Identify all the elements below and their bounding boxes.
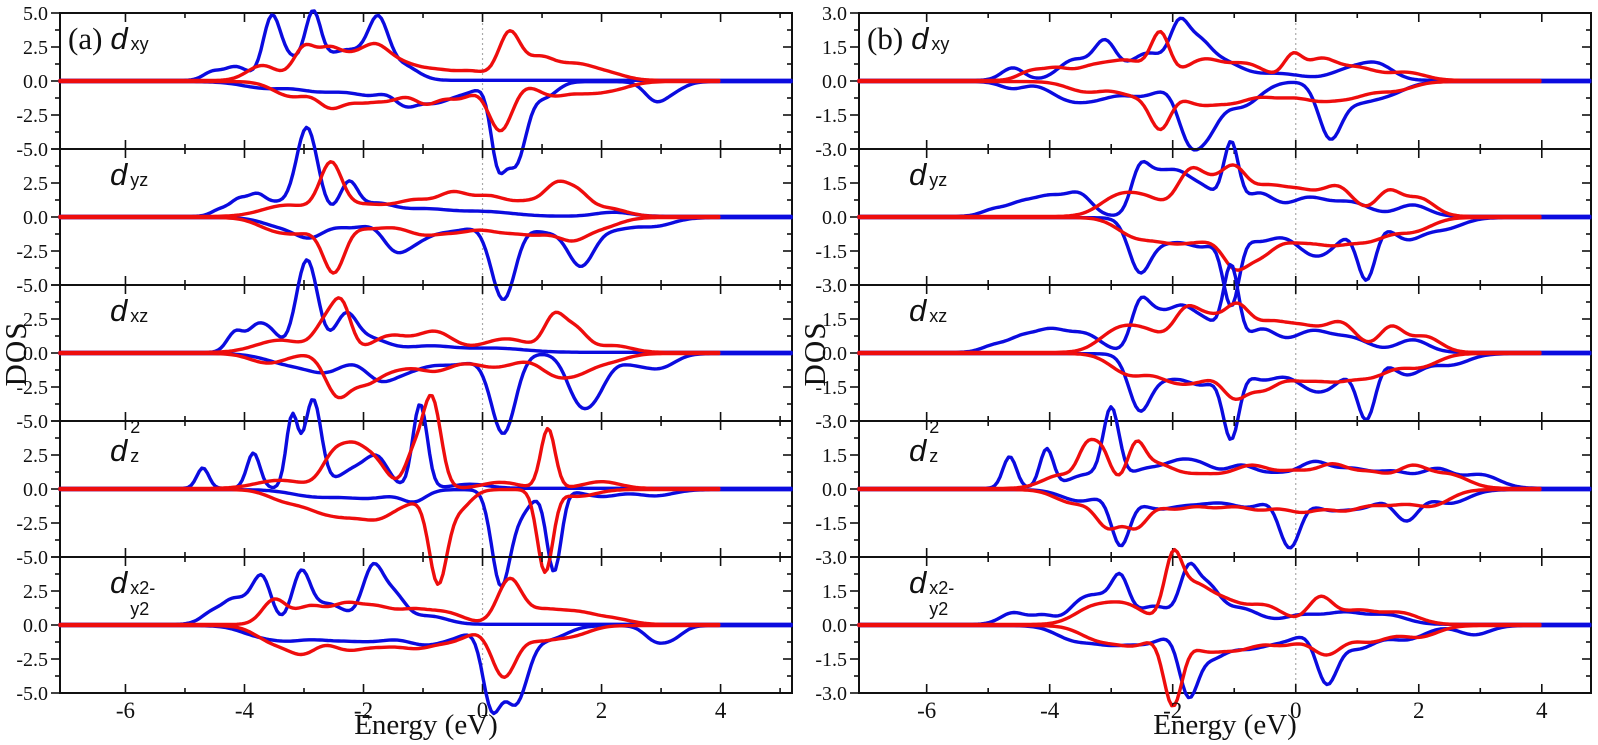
svg-text:-3.0: -3.0: [815, 547, 847, 569]
panel-a: 5.0 2.5 0.0 -2.5 -5.0 2.5 0.0 -2.5 -5.0 2.5 0.0 -2.…: [0, 3, 793, 741]
svg-text:1.5: 1.5: [822, 309, 847, 331]
subplot-label-dyz: d yz: [110, 157, 149, 192]
svg-text:0: 0: [477, 698, 489, 723]
svg-text:0.0: 0.0: [23, 71, 48, 93]
svg-text:-1.5: -1.5: [815, 513, 847, 535]
svg-text:2: 2: [596, 698, 608, 723]
svg-text:-2.5: -2.5: [16, 649, 48, 671]
svg-text:-2.5: -2.5: [16, 105, 48, 127]
x-axis-title: Energy (eV): [354, 709, 498, 741]
x-axis-title: Energy (eV): [1153, 709, 1297, 741]
svg-text:1.5: 1.5: [822, 445, 847, 467]
svg-text:-6: -6: [116, 698, 135, 723]
svg-text:0.0: 0.0: [822, 615, 847, 637]
svg-text:-3.0: -3.0: [815, 411, 847, 433]
svg-text:2.5: 2.5: [23, 581, 48, 603]
svg-text:-5.0: -5.0: [16, 411, 48, 433]
subplot-label-dxy: (b) d xy: [867, 21, 950, 56]
svg-text:-2: -2: [354, 698, 373, 723]
svg-text:4: 4: [1536, 698, 1548, 723]
svg-text:-3.0: -3.0: [815, 139, 847, 161]
svg-text:-2.5: -2.5: [16, 241, 48, 263]
svg-text:-2.5: -2.5: [16, 513, 48, 535]
svg-text:5.0: 5.0: [23, 3, 48, 25]
svg-text:-1.5: -1.5: [815, 377, 847, 399]
subplot-label-dx2y2: d x2-y2: [110, 565, 156, 619]
svg-text:-4: -4: [235, 698, 255, 723]
svg-text:-5.0: -5.0: [16, 275, 48, 297]
svg-text:-4: -4: [1040, 698, 1060, 723]
svg-text:1.5: 1.5: [822, 581, 847, 603]
y-axis-title: DOS: [0, 321, 33, 387]
subplot-label-dx2y2: d x2-y2: [909, 565, 955, 619]
svg-text:-1.5: -1.5: [815, 649, 847, 671]
svg-text:-1.5: -1.5: [815, 241, 847, 263]
svg-text:0.0: 0.0: [822, 207, 847, 229]
svg-text:0.0: 0.0: [23, 207, 48, 229]
svg-text:4: 4: [715, 698, 727, 723]
panel-letter: (b): [867, 21, 904, 56]
svg-text:2.5: 2.5: [23, 173, 48, 195]
svg-text:0.0: 0.0: [23, 615, 48, 637]
svg-text:2.5: 2.5: [23, 445, 48, 467]
svg-text:0.0: 0.0: [23, 343, 48, 365]
svg-text:-5.0: -5.0: [16, 139, 48, 161]
panel-b: 3.0 1.5 0.0 -1.5 -3.0 1.5 0.0 -1.5 -3.0 1.5 0.0 -1.…: [797, 0, 1598, 745]
subplot-label-dxz: d xz: [110, 293, 149, 328]
svg-text:3.0: 3.0: [822, 3, 847, 25]
svg-text:1.5: 1.5: [822, 37, 847, 59]
subplot-label-dxy: (a) d xy: [68, 21, 149, 56]
svg-text:0.0: 0.0: [822, 343, 847, 365]
svg-text:-5.0: -5.0: [16, 547, 48, 569]
svg-text:0.0: 0.0: [822, 71, 847, 93]
svg-text:2.5: 2.5: [23, 309, 48, 331]
svg-text:1.5: 1.5: [822, 173, 847, 195]
svg-text:-6: -6: [917, 698, 936, 723]
svg-text:-3.0: -3.0: [815, 683, 847, 705]
panel-svg-0: 5.0 2.5 0.0 -2.5 -5.0 2.5 0.0 -2.5 -5.0 2.5 0.0 -2.…: [16, 3, 793, 723]
svg-text:-5.0: -5.0: [16, 683, 48, 705]
y-axis-title: DOS: [797, 321, 832, 387]
svg-text:0: 0: [1290, 698, 1302, 723]
svg-text:-3.0: -3.0: [815, 275, 847, 297]
svg-text:-2: -2: [1163, 698, 1182, 723]
subplot-label-dyz: d yz: [909, 157, 948, 192]
panel-svg-1: 3.0 1.5 0.0 -1.5 -3.0 1.5 0.0 -1.5 -3.0 1.5 0.0 -1.…: [815, 3, 1592, 723]
svg-text:0.0: 0.0: [23, 479, 48, 501]
svg-text:2: 2: [1413, 698, 1425, 723]
subplot-label-dxz: d xz: [909, 293, 948, 328]
panel-letter: (a): [68, 21, 103, 56]
svg-text:-1.5: -1.5: [815, 105, 847, 127]
svg-text:-2.5: -2.5: [16, 377, 48, 399]
svg-text:0.0: 0.0: [822, 479, 847, 501]
svg-text:2.5: 2.5: [23, 37, 48, 59]
